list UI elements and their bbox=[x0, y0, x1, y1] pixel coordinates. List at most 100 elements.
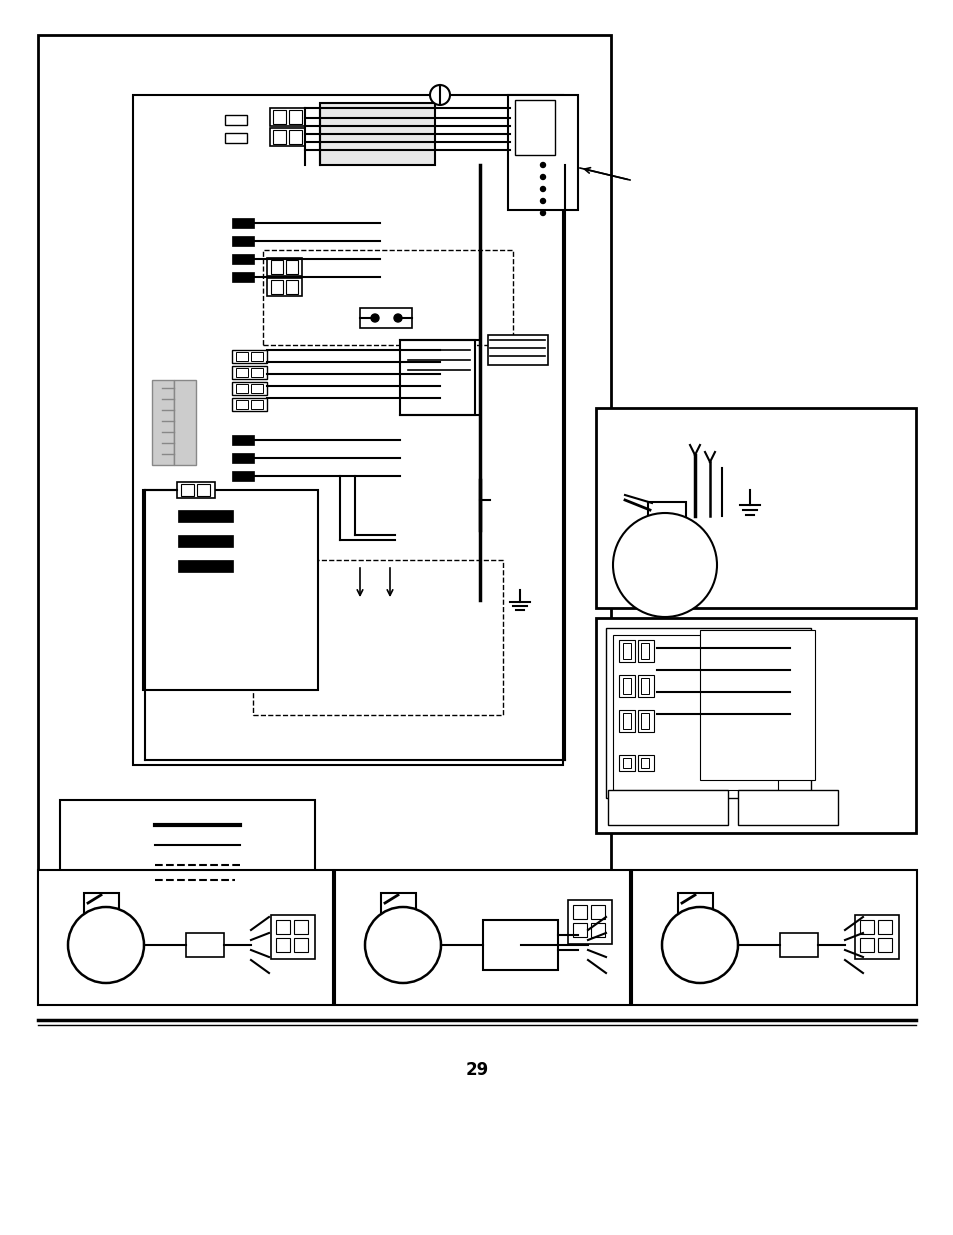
Bar bbox=[235, 400, 248, 409]
Bar bbox=[877, 920, 891, 934]
Bar bbox=[631, 869, 916, 1005]
Bar bbox=[638, 755, 654, 771]
Bar bbox=[178, 510, 233, 522]
Bar bbox=[267, 258, 302, 275]
Circle shape bbox=[540, 186, 545, 191]
Bar bbox=[225, 115, 247, 125]
Bar bbox=[286, 280, 297, 294]
Bar bbox=[319, 103, 435, 165]
Bar bbox=[678, 893, 712, 918]
Bar bbox=[270, 128, 305, 146]
Bar bbox=[38, 35, 610, 911]
Circle shape bbox=[540, 163, 545, 168]
Bar bbox=[60, 800, 314, 900]
Circle shape bbox=[540, 199, 545, 204]
Bar bbox=[177, 482, 214, 498]
Bar bbox=[638, 640, 654, 662]
Bar bbox=[232, 471, 253, 480]
Bar bbox=[613, 635, 778, 790]
Bar bbox=[380, 893, 416, 918]
Circle shape bbox=[371, 314, 378, 322]
Bar bbox=[647, 501, 685, 532]
Bar bbox=[573, 905, 586, 919]
Bar bbox=[232, 366, 267, 379]
Circle shape bbox=[394, 314, 401, 322]
Bar bbox=[225, 133, 247, 143]
Bar bbox=[859, 939, 873, 952]
Bar bbox=[178, 559, 233, 572]
Bar bbox=[178, 535, 233, 547]
Bar bbox=[267, 278, 302, 296]
Bar bbox=[251, 368, 263, 377]
Bar bbox=[132, 95, 562, 764]
Bar bbox=[271, 280, 283, 294]
Bar bbox=[294, 920, 308, 934]
Bar bbox=[289, 110, 302, 124]
Bar bbox=[232, 398, 267, 411]
Bar bbox=[251, 352, 263, 361]
Bar bbox=[232, 254, 253, 264]
Bar bbox=[640, 713, 648, 729]
Bar bbox=[618, 755, 635, 771]
Bar bbox=[289, 130, 302, 144]
Bar bbox=[196, 484, 210, 496]
Bar bbox=[618, 710, 635, 732]
Bar bbox=[232, 489, 253, 499]
Bar bbox=[640, 643, 648, 659]
Bar bbox=[253, 559, 502, 715]
Circle shape bbox=[540, 210, 545, 215]
Bar bbox=[271, 915, 314, 960]
Bar bbox=[232, 236, 253, 246]
Bar bbox=[399, 340, 475, 415]
Bar bbox=[854, 915, 898, 960]
Bar bbox=[232, 272, 253, 282]
Bar bbox=[251, 400, 263, 409]
Bar bbox=[605, 629, 810, 798]
Bar bbox=[507, 95, 578, 210]
Bar bbox=[335, 869, 629, 1005]
Bar bbox=[622, 643, 630, 659]
Bar bbox=[235, 352, 248, 361]
Bar bbox=[640, 758, 648, 768]
Bar bbox=[638, 676, 654, 697]
Bar bbox=[275, 939, 290, 952]
Bar bbox=[359, 308, 412, 329]
Bar bbox=[622, 678, 630, 694]
Bar bbox=[607, 790, 727, 825]
Circle shape bbox=[661, 906, 738, 983]
Bar bbox=[567, 900, 612, 944]
Circle shape bbox=[68, 906, 144, 983]
Bar bbox=[294, 939, 308, 952]
Bar bbox=[573, 923, 586, 937]
Bar bbox=[275, 920, 290, 934]
Bar bbox=[143, 490, 317, 690]
Circle shape bbox=[430, 85, 450, 105]
Bar bbox=[263, 249, 513, 345]
Circle shape bbox=[540, 174, 545, 179]
Bar bbox=[232, 508, 253, 517]
Circle shape bbox=[613, 513, 717, 618]
Bar bbox=[596, 618, 915, 832]
Bar bbox=[232, 453, 253, 463]
Bar bbox=[232, 435, 253, 445]
Bar bbox=[700, 630, 814, 781]
Bar bbox=[622, 713, 630, 729]
Bar bbox=[232, 382, 267, 395]
Bar bbox=[622, 758, 630, 768]
Bar bbox=[270, 107, 305, 126]
Bar bbox=[152, 380, 173, 466]
Bar bbox=[590, 923, 604, 937]
Bar bbox=[488, 335, 547, 366]
Bar bbox=[251, 384, 263, 393]
Bar bbox=[271, 261, 283, 274]
Text: 29: 29 bbox=[465, 1061, 488, 1079]
Bar bbox=[590, 905, 604, 919]
Bar bbox=[235, 368, 248, 377]
Bar bbox=[877, 939, 891, 952]
Bar bbox=[273, 130, 286, 144]
Bar bbox=[84, 893, 119, 918]
Bar bbox=[181, 484, 193, 496]
Bar bbox=[640, 678, 648, 694]
Bar bbox=[638, 710, 654, 732]
Bar bbox=[273, 110, 286, 124]
